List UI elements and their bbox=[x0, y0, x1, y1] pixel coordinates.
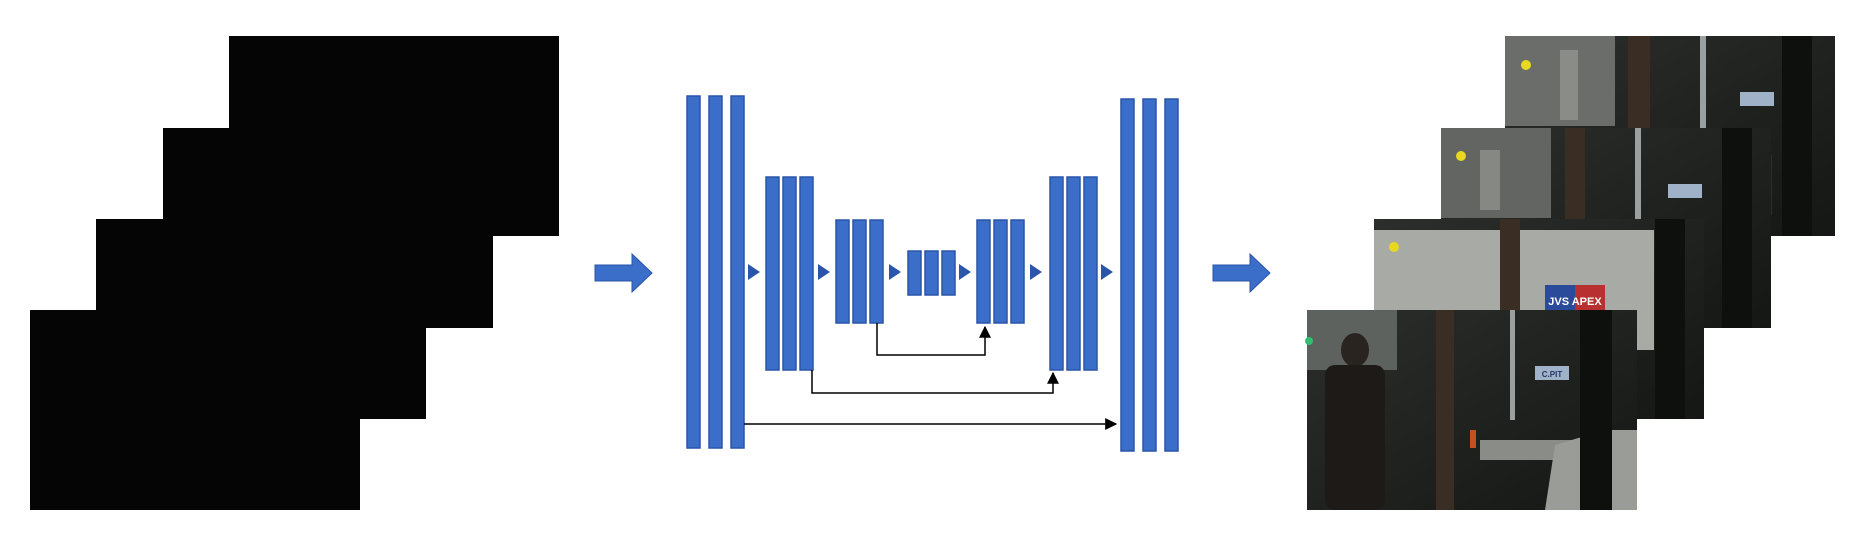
skip-connection-inner bbox=[876, 323, 991, 356]
layer-dec1-b bbox=[1142, 98, 1157, 452]
layer-dec1-a bbox=[1120, 98, 1135, 452]
input-frame-4 bbox=[30, 310, 360, 510]
layer-enc3-c bbox=[869, 219, 884, 324]
truck-logo-text: JVS APEX bbox=[1548, 296, 1602, 308]
layer-dec2-a bbox=[1049, 176, 1064, 371]
stage-arrow-3 bbox=[889, 264, 901, 280]
layer-enc2-a bbox=[765, 176, 780, 371]
layer-bottleneck-c bbox=[941, 250, 956, 296]
output-frame-4: C.PIT bbox=[1305, 310, 1637, 510]
layer-enc1-a bbox=[686, 95, 701, 449]
layer-bottleneck-b bbox=[924, 250, 939, 296]
layer-dec3-b bbox=[993, 219, 1008, 324]
layer-enc1-b bbox=[708, 95, 723, 449]
street-sign-text: C.PIT bbox=[1542, 370, 1563, 379]
layer-dec2-c bbox=[1083, 176, 1098, 371]
unet bbox=[686, 95, 1179, 452]
layer-dec3-a bbox=[976, 219, 991, 324]
skip-connections bbox=[744, 323, 1118, 430]
stage-arrow-1 bbox=[748, 264, 760, 280]
flow-arrow-input-to-net bbox=[594, 252, 653, 294]
input-frames bbox=[30, 36, 559, 510]
stage-arrow-4 bbox=[959, 264, 971, 280]
layer-enc2-b bbox=[782, 176, 797, 371]
skip-connection-middle bbox=[811, 370, 1059, 394]
layer-enc3-a bbox=[835, 219, 850, 324]
flow-arrow-net-to-output bbox=[1212, 252, 1271, 294]
output-frames: JVS APEX C.PIT bbox=[1305, 36, 1835, 510]
stage-arrow-2 bbox=[818, 264, 830, 280]
stage-arrow-6 bbox=[1101, 264, 1113, 280]
layer-dec3-c bbox=[1010, 219, 1025, 324]
layer-dec1-c bbox=[1164, 98, 1179, 452]
stage-arrow-5 bbox=[1030, 264, 1042, 280]
layer-enc3-b bbox=[852, 219, 867, 324]
stage-arrows bbox=[748, 264, 1113, 280]
layer-enc1-c bbox=[730, 95, 745, 449]
layer-bottleneck-a bbox=[907, 250, 922, 296]
layer-dec2-b bbox=[1066, 176, 1081, 371]
layer-enc2-c bbox=[799, 176, 814, 371]
